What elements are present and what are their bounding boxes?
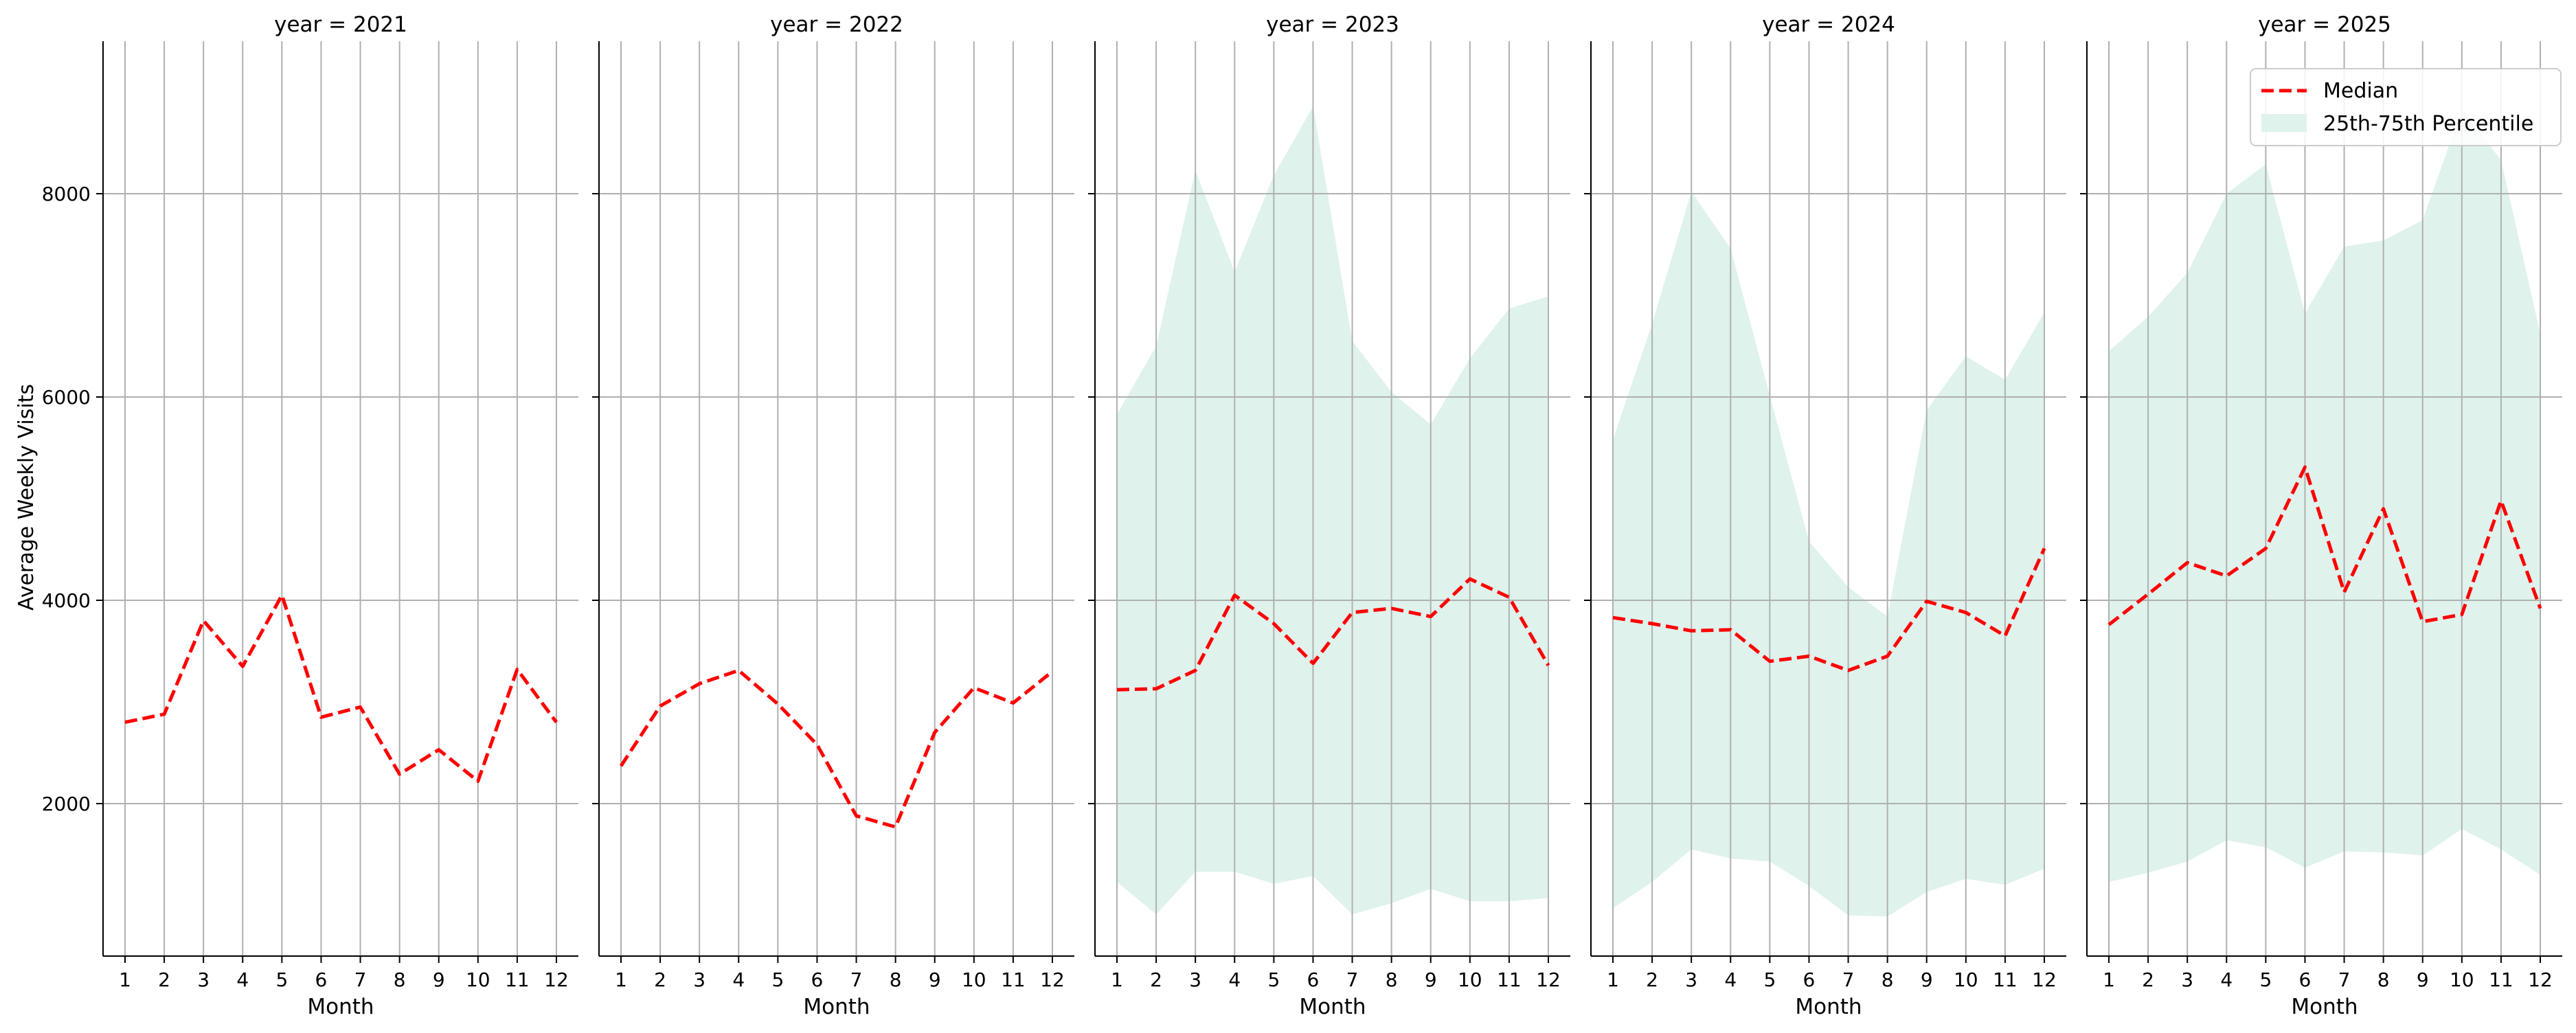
x-tick-label: 12 bbox=[1536, 968, 1561, 991]
panel-title: year = 2021 bbox=[274, 12, 407, 37]
y-tick-label: 6000 bbox=[42, 386, 91, 409]
x-tick-label: 5 bbox=[2259, 968, 2272, 991]
panel-title: year = 2024 bbox=[1762, 12, 1895, 37]
x-axis-label: Month bbox=[2291, 995, 2358, 1019]
x-tick-label: 2 bbox=[1646, 968, 1658, 991]
x-tick-label: 1 bbox=[2103, 968, 2115, 991]
x-tick-label: 8 bbox=[1386, 968, 1398, 991]
x-tick-label: 1 bbox=[119, 968, 131, 991]
y-axis-label: Average Weekly Visits bbox=[14, 384, 38, 611]
x-tick-label: 2 bbox=[158, 968, 170, 991]
x-tick-label: 3 bbox=[1685, 968, 1697, 991]
percentile-band-3 bbox=[1117, 106, 1548, 915]
median-line-5 bbox=[2108, 465, 2542, 626]
x-tick-label: 11 bbox=[505, 968, 530, 991]
x-tick-label: 9 bbox=[2417, 968, 2429, 991]
x-tick-label: 6 bbox=[811, 968, 824, 991]
x-tick-label: 8 bbox=[394, 968, 406, 991]
x-tick-label: 7 bbox=[1842, 968, 1855, 991]
x-tick-label: 7 bbox=[1346, 968, 1359, 991]
x-tick-label: 6 bbox=[1307, 968, 1320, 991]
percentile-band-5 bbox=[2109, 109, 2540, 883]
x-tick-label: 11 bbox=[1993, 968, 2018, 991]
legend-median-label: Median bbox=[2323, 79, 2398, 103]
x-tick-label: 9 bbox=[433, 968, 445, 991]
panel-title: year = 2025 bbox=[2258, 12, 2391, 37]
x-tick-label: 11 bbox=[1001, 968, 1026, 991]
x-tick-label: 10 bbox=[1458, 968, 1482, 991]
y-tick-label: 2000 bbox=[42, 793, 91, 815]
median-line-4 bbox=[1612, 547, 2046, 672]
x-tick-label: 8 bbox=[1882, 968, 1894, 991]
x-tick-label: 4 bbox=[236, 968, 249, 991]
x-tick-label: 1 bbox=[615, 968, 627, 991]
x-tick-label: 10 bbox=[1954, 968, 1978, 991]
x-tick-label: 8 bbox=[2377, 968, 2390, 991]
x-tick-label: 3 bbox=[197, 968, 210, 991]
legend-box bbox=[2250, 68, 2562, 146]
x-axis-label: Month bbox=[307, 995, 374, 1019]
x-tick-label: 5 bbox=[1267, 968, 1280, 991]
x-tick-label: 2 bbox=[654, 968, 666, 991]
x-tick-label: 7 bbox=[354, 968, 367, 991]
x-tick-label: 10 bbox=[962, 968, 986, 991]
x-tick-label: 5 bbox=[275, 968, 288, 991]
x-tick-label: 6 bbox=[2299, 968, 2312, 991]
x-tick-label: 1 bbox=[1111, 968, 1123, 991]
x-tick-label: 9 bbox=[1425, 968, 1437, 991]
x-tick-label: 11 bbox=[2489, 968, 2513, 991]
x-tick-label: 8 bbox=[890, 968, 902, 991]
x-tick-label: 5 bbox=[1763, 968, 1776, 991]
x-tick-label: 12 bbox=[2032, 968, 2057, 991]
x-tick-label: 4 bbox=[1228, 968, 1241, 991]
x-tick-label: 4 bbox=[2220, 968, 2233, 991]
x-tick-label: 7 bbox=[2338, 968, 2351, 991]
median-line-1 bbox=[124, 593, 558, 783]
x-tick-label: 3 bbox=[693, 968, 705, 991]
x-tick-label: 6 bbox=[1803, 968, 1816, 991]
x-tick-label: 6 bbox=[315, 968, 328, 991]
x-tick-label: 3 bbox=[2181, 968, 2193, 991]
x-tick-label: 3 bbox=[1189, 968, 1201, 991]
panel-title: year = 2022 bbox=[770, 12, 903, 37]
legend: Median 25th-75th Percentile bbox=[2250, 68, 2562, 146]
percentile-band-4 bbox=[1613, 192, 2044, 917]
y-tick-label: 4000 bbox=[42, 589, 91, 612]
x-axis-label: Month bbox=[1795, 995, 1862, 1019]
x-tick-label: 12 bbox=[544, 968, 569, 991]
x-tick-label: 12 bbox=[2528, 968, 2553, 991]
x-tick-label: 11 bbox=[1497, 968, 1522, 991]
panel-title: year = 2023 bbox=[1266, 12, 1399, 37]
x-tick-label: 10 bbox=[2450, 968, 2474, 991]
median-line-2 bbox=[619, 668, 1054, 829]
x-tick-label: 4 bbox=[1724, 968, 1737, 991]
legend-band-label: 25th-75th Percentile bbox=[2323, 112, 2533, 136]
x-tick-label: 4 bbox=[732, 968, 745, 991]
y-tick-label: 8000 bbox=[42, 183, 91, 205]
x-tick-label: 2 bbox=[1150, 968, 1162, 991]
x-tick-label: 9 bbox=[929, 968, 941, 991]
x-tick-label: 10 bbox=[466, 968, 490, 991]
x-tick-label: 1 bbox=[1607, 968, 1619, 991]
x-tick-label: 9 bbox=[1921, 968, 1933, 991]
x-tick-label: 12 bbox=[1040, 968, 1065, 991]
x-tick-label: 2 bbox=[2142, 968, 2154, 991]
x-axis-label: Month bbox=[803, 995, 870, 1019]
median-line-3 bbox=[1116, 577, 1550, 692]
x-axis-label: Month bbox=[1299, 995, 1366, 1019]
x-tick-label: 5 bbox=[771, 968, 784, 991]
legend-band-swatch bbox=[2261, 114, 2307, 132]
x-tick-label: 7 bbox=[850, 968, 863, 991]
